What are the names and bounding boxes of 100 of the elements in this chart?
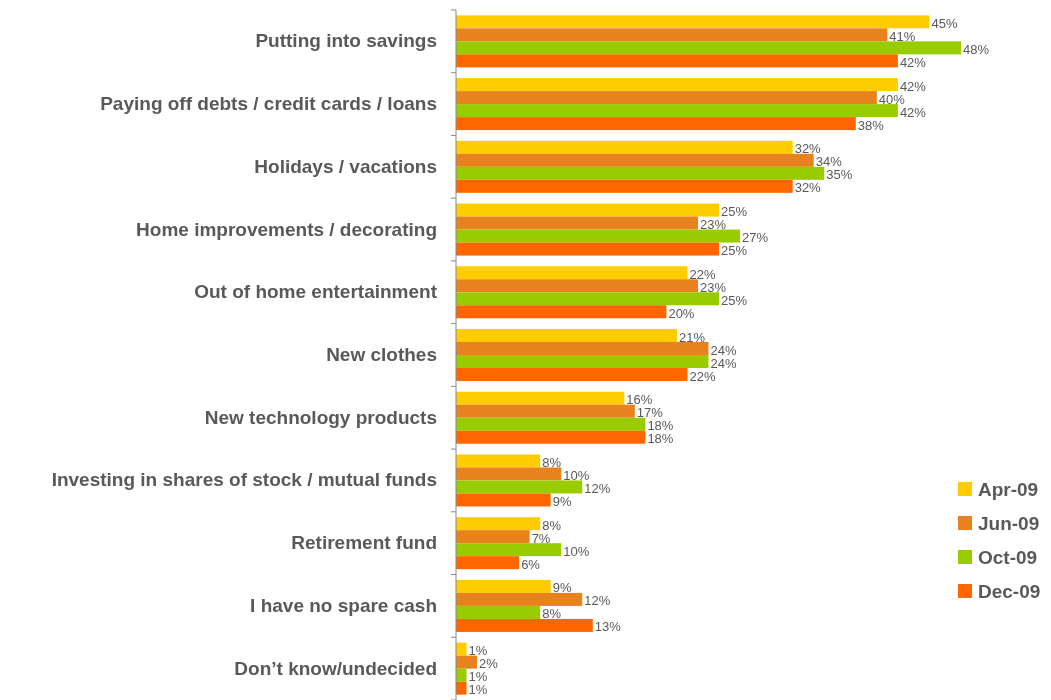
bar	[456, 329, 677, 342]
data-label: 25%	[721, 243, 748, 259]
bar	[456, 292, 720, 306]
bar	[456, 543, 562, 557]
bar	[456, 242, 720, 256]
bar	[456, 91, 877, 105]
data-label: 38%	[857, 117, 885, 133]
data-label: 6%	[521, 556, 541, 572]
data-label: 1%	[468, 682, 488, 698]
bar	[456, 229, 741, 243]
data-label: 25%	[721, 292, 748, 308]
data-label: 1%	[468, 669, 488, 685]
data-label: 41%	[889, 28, 916, 44]
data-label: 8%	[542, 606, 562, 622]
bar	[456, 618, 593, 632]
bar	[456, 517, 541, 531]
data-label: 24%	[710, 355, 737, 371]
bar	[456, 655, 478, 669]
y-tick-label: Retirement fund	[291, 532, 437, 554]
bar	[456, 216, 698, 230]
bar	[456, 279, 698, 293]
data-label: 9%	[552, 580, 572, 596]
data-label: 24%	[710, 342, 737, 358]
data-label: 17%	[636, 405, 664, 421]
data-label: 21%	[678, 329, 706, 345]
bar	[456, 493, 551, 507]
data-label: 42%	[899, 104, 927, 120]
bar	[456, 681, 467, 695]
bar	[456, 203, 720, 217]
bar	[456, 54, 898, 68]
bar	[456, 404, 635, 418]
bar	[456, 579, 551, 593]
y-tick-label: Home improvements / decorating	[136, 218, 437, 240]
data-label: 25%	[721, 204, 748, 220]
y-tick-label: New technology products	[204, 406, 437, 428]
data-label: 16%	[626, 392, 653, 408]
data-label: 40%	[878, 91, 906, 107]
y-tick-label: Putting into savings	[255, 30, 437, 52]
bar	[456, 430, 646, 444]
y-tick-label: Don’t know/undecided	[234, 657, 437, 679]
legend-label: Jun-09	[978, 513, 1040, 534]
bar	[456, 592, 583, 606]
y-tick-label: Out of home entertainment	[194, 281, 438, 303]
bar	[456, 104, 898, 118]
bar	[456, 78, 898, 92]
data-label: 10%	[563, 467, 590, 483]
y-tick-label: New clothes	[326, 344, 437, 365]
bar	[456, 15, 930, 29]
y-tick-label: Holidays / vacations	[254, 155, 437, 177]
data-label: 20%	[668, 305, 695, 321]
data-label: 48%	[963, 41, 990, 57]
data-label: 32%	[794, 180, 822, 196]
bar	[456, 391, 625, 405]
data-label: 8%	[542, 517, 562, 533]
bar	[456, 342, 709, 355]
bar	[456, 166, 825, 180]
bar	[456, 305, 667, 319]
data-label: 34%	[815, 154, 843, 170]
bar	[456, 556, 520, 570]
data-label: 9%	[552, 493, 572, 509]
bar	[456, 467, 562, 481]
data-label: 22%	[689, 368, 716, 384]
bar	[456, 140, 793, 154]
bar	[456, 417, 646, 431]
y-tick-label: I have no spare cash	[250, 594, 437, 616]
bar	[456, 153, 814, 167]
bar	[456, 368, 688, 381]
data-label: 22%	[689, 266, 716, 282]
data-label: 2%	[479, 656, 499, 672]
data-label: 13%	[594, 619, 622, 635]
legend-label: Apr-09	[978, 479, 1039, 500]
data-label: 10%	[563, 543, 590, 559]
data-label: 35%	[826, 167, 853, 183]
data-label: 1%	[468, 643, 488, 659]
data-label: 12%	[584, 593, 611, 609]
data-label: 18%	[647, 431, 674, 447]
data-label: 45%	[931, 15, 958, 31]
data-label: 7%	[531, 530, 551, 546]
data-label: 23%	[699, 279, 727, 295]
y-tick-label: Paying off debts / credit cards / loans	[100, 93, 437, 115]
bar	[456, 530, 530, 544]
bar	[456, 668, 467, 682]
bar	[456, 117, 856, 131]
data-label: 8%	[542, 454, 562, 470]
bar	[456, 179, 793, 193]
data-label: 42%	[899, 78, 927, 94]
data-label: 12%	[584, 480, 611, 496]
bar	[456, 605, 541, 619]
bar	[456, 266, 688, 280]
data-label: 32%	[794, 141, 822, 157]
legend-label: Dec-09	[978, 581, 1041, 602]
bar	[456, 480, 583, 494]
bar	[456, 28, 888, 42]
data-label: 27%	[742, 230, 769, 246]
data-label: 23%	[699, 217, 727, 233]
bar	[456, 41, 961, 55]
data-label: 42%	[899, 54, 927, 70]
bar	[456, 642, 467, 656]
legend-label: Oct-09	[978, 547, 1038, 568]
data-label: 18%	[647, 418, 674, 434]
